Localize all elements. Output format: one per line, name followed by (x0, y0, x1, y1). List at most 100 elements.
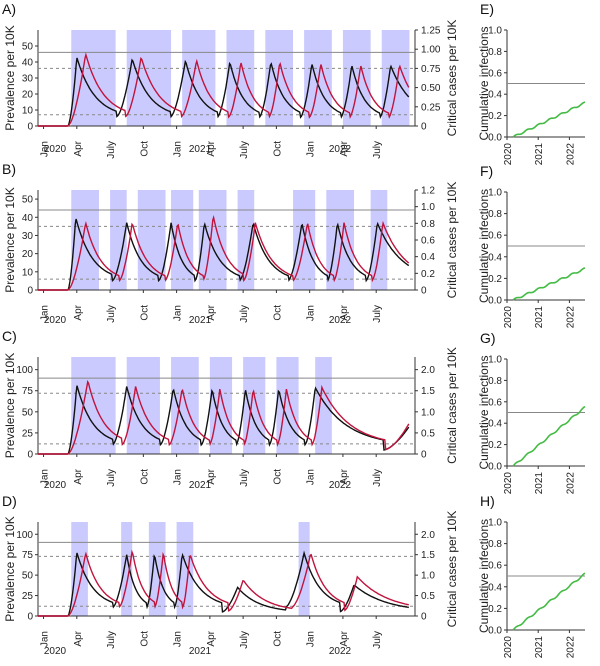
year-label: 2020 (44, 315, 67, 326)
shaded-period (171, 357, 199, 454)
year-label: 2021 (189, 315, 212, 326)
x-tick-label: July (372, 305, 383, 323)
panel-label: C) (2, 328, 17, 344)
shaded-period (182, 30, 216, 126)
shaded-period (326, 190, 355, 290)
x-tick-label: Oct (139, 469, 150, 485)
cumulative-infections-line (512, 267, 586, 301)
y-tick-label: 50 (22, 407, 34, 418)
x-tick-label: July (106, 469, 117, 487)
year-label: 2020 (44, 646, 67, 657)
panel-h: 0.0 0.2 0.4 0.6 0.8 1.0 2020 2021 2022 H) Cumulati… (477, 493, 586, 659)
y-tick-label-right: 0.5 (421, 591, 435, 602)
y-tick-label: 10 (22, 267, 34, 278)
x-tick-label: Apr (73, 304, 84, 320)
shaded-period (243, 357, 266, 454)
y-tick-label: 1.0 (488, 518, 502, 529)
shaded-period (370, 190, 388, 290)
panel-f: 0.0 0.2 0.4 0.6 0.8 1.0 2020 2021 2022 F) Cumulati… (477, 163, 586, 328)
x-tick-label: 2021 (534, 636, 545, 659)
x-tick-label: Apr (339, 468, 350, 484)
prevalence-series-line (38, 218, 410, 291)
shaded-period (121, 522, 133, 616)
x-tick-label: 2022 (565, 143, 576, 166)
panel-c: 0 25 50 75 100 0 0.5 1.0 1.5 2.0 Jan Apr July Oct Jan A… (2, 328, 459, 491)
x-tick-label: Jan (40, 141, 51, 157)
shaded-period (315, 357, 332, 454)
y-tick-label: 50 (22, 195, 34, 206)
shaded-period (304, 30, 332, 126)
panel-label: H) (480, 493, 495, 509)
x-tick-label: 2021 (534, 472, 545, 495)
y-tick-label: 0.2 (488, 111, 502, 122)
y-axis-title-right: Critical cases per 10K (445, 182, 459, 299)
prevalence-series-line (38, 550, 409, 617)
y-tick-label: 0.8 (488, 209, 502, 220)
y-axis-title-left: Prevalence per 10K (3, 353, 17, 458)
prevalence-series-line (38, 57, 410, 127)
cumulative-infections-line (512, 101, 586, 138)
y-tick-label-right: 0.8 (421, 219, 435, 230)
x-tick-label: Apr (73, 140, 84, 156)
year-label: 2020 (44, 144, 67, 155)
y-axis-title: Cumulative infections (477, 519, 491, 633)
panel-g: 0.0 0.2 0.4 0.6 0.8 1.0 2020 2021 2022 G) Cumulati… (477, 330, 586, 495)
y-tick-label-right: 1.0 (421, 202, 435, 213)
shaded-period (237, 190, 255, 290)
critical-cases-series-line (38, 549, 409, 617)
x-tick-label: Jan (40, 469, 51, 485)
y-tick-label-right: 1.0 (421, 407, 435, 418)
y-tick-label: 40 (22, 58, 34, 69)
y-tick-label-right: 0.4 (421, 252, 435, 263)
y-tick-label: 10 (22, 106, 34, 117)
y-tick-label: 30 (22, 74, 34, 85)
y-tick-label: 20 (22, 90, 34, 101)
panel-label: G) (480, 330, 496, 346)
y-tick-label: 0.0 (488, 626, 502, 637)
year-label: 2021 (189, 144, 212, 155)
panel-e: 0.0 0.2 0.4 0.6 0.8 1.0 2020 2021 2022 E) Cumulati… (477, 1, 586, 166)
y-axis-title-left: Prevalence per 10K (3, 516, 17, 621)
y-axis-title-left: Prevalence per 10K (3, 187, 17, 292)
x-tick-label: Jan (40, 305, 51, 321)
y-axis-title-right: Critical cases per 10K (445, 20, 459, 137)
panel-label: B) (2, 161, 16, 177)
y-tick-label-right: 0.75 (421, 64, 441, 75)
year-label: 2022 (329, 315, 352, 326)
y-tick-label-right: 0 (421, 450, 427, 461)
y-tick-label-right: 0.5 (421, 428, 435, 439)
y-tick-label-right: 2.0 (421, 365, 435, 376)
y-tick-label: 0.8 (488, 47, 502, 58)
x-tick-label: Apr (73, 468, 84, 484)
x-tick-label: Jan (173, 305, 184, 321)
x-tick-label: July (239, 305, 250, 323)
x-tick-label: Apr (206, 140, 217, 156)
y-tick-label: 50 (22, 42, 34, 53)
y-tick-label-right: 1.0 (421, 571, 435, 582)
y-tick-label: 0.4 (488, 582, 502, 593)
y-tick-label: 0.2 (488, 604, 502, 615)
shaded-period (265, 30, 294, 126)
x-tick-label: July (372, 141, 383, 159)
x-tick-label: Apr (206, 630, 217, 646)
y-tick-label-right: 1.5 (421, 386, 435, 397)
shaded-period (110, 190, 127, 290)
critical-cases-series-line (38, 214, 410, 291)
y-tick-label: 0 (27, 450, 33, 461)
x-tick-label: Jan (173, 631, 184, 647)
y-tick-label-right: 1.2 (421, 186, 435, 197)
y-tick-label: 0.0 (488, 462, 502, 473)
x-tick-label: Jan (173, 469, 184, 485)
x-tick-label: Jan (173, 141, 184, 157)
y-tick-label: 0.4 (488, 419, 502, 430)
critical-cases-series-line (38, 379, 410, 455)
shaded-period (226, 30, 255, 126)
y-axis-title: Cumulative infections (477, 189, 491, 303)
panel-label: A) (2, 1, 16, 17)
y-tick-label: 20 (22, 249, 34, 260)
y-tick-label: 75 (22, 386, 34, 397)
shaded-period (71, 522, 88, 616)
y-tick-label: 75 (22, 550, 34, 561)
y-axis-title-left: Prevalence per 10K (3, 25, 17, 130)
year-label: 2022 (329, 144, 352, 155)
